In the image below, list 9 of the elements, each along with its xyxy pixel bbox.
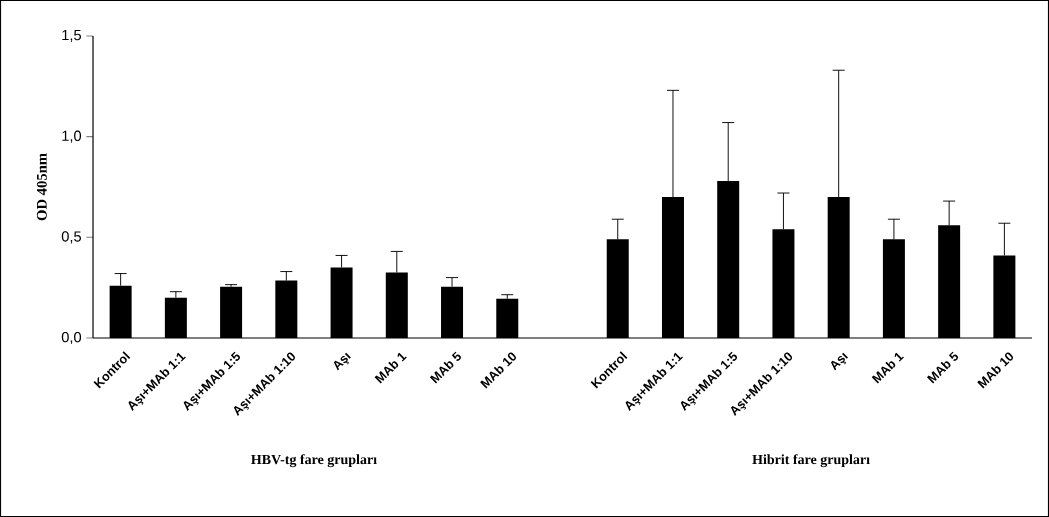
x-tick-label: Aşı — [333, 352, 351, 371]
y-tick-label: 0,0 — [61, 331, 82, 345]
y-tick-label: 1,0 — [62, 130, 82, 143]
y-tick-label: 1,5 — [62, 30, 82, 42]
y-tick-label: 0,5 — [61, 231, 82, 244]
text: Hibrit fare grupları — [752, 454, 870, 468]
text: HBV-tg fare grupları — [251, 454, 377, 468]
x-tick-label: Aşı — [830, 352, 848, 371]
y-axis-title: OD 405nm — [36, 153, 47, 221]
